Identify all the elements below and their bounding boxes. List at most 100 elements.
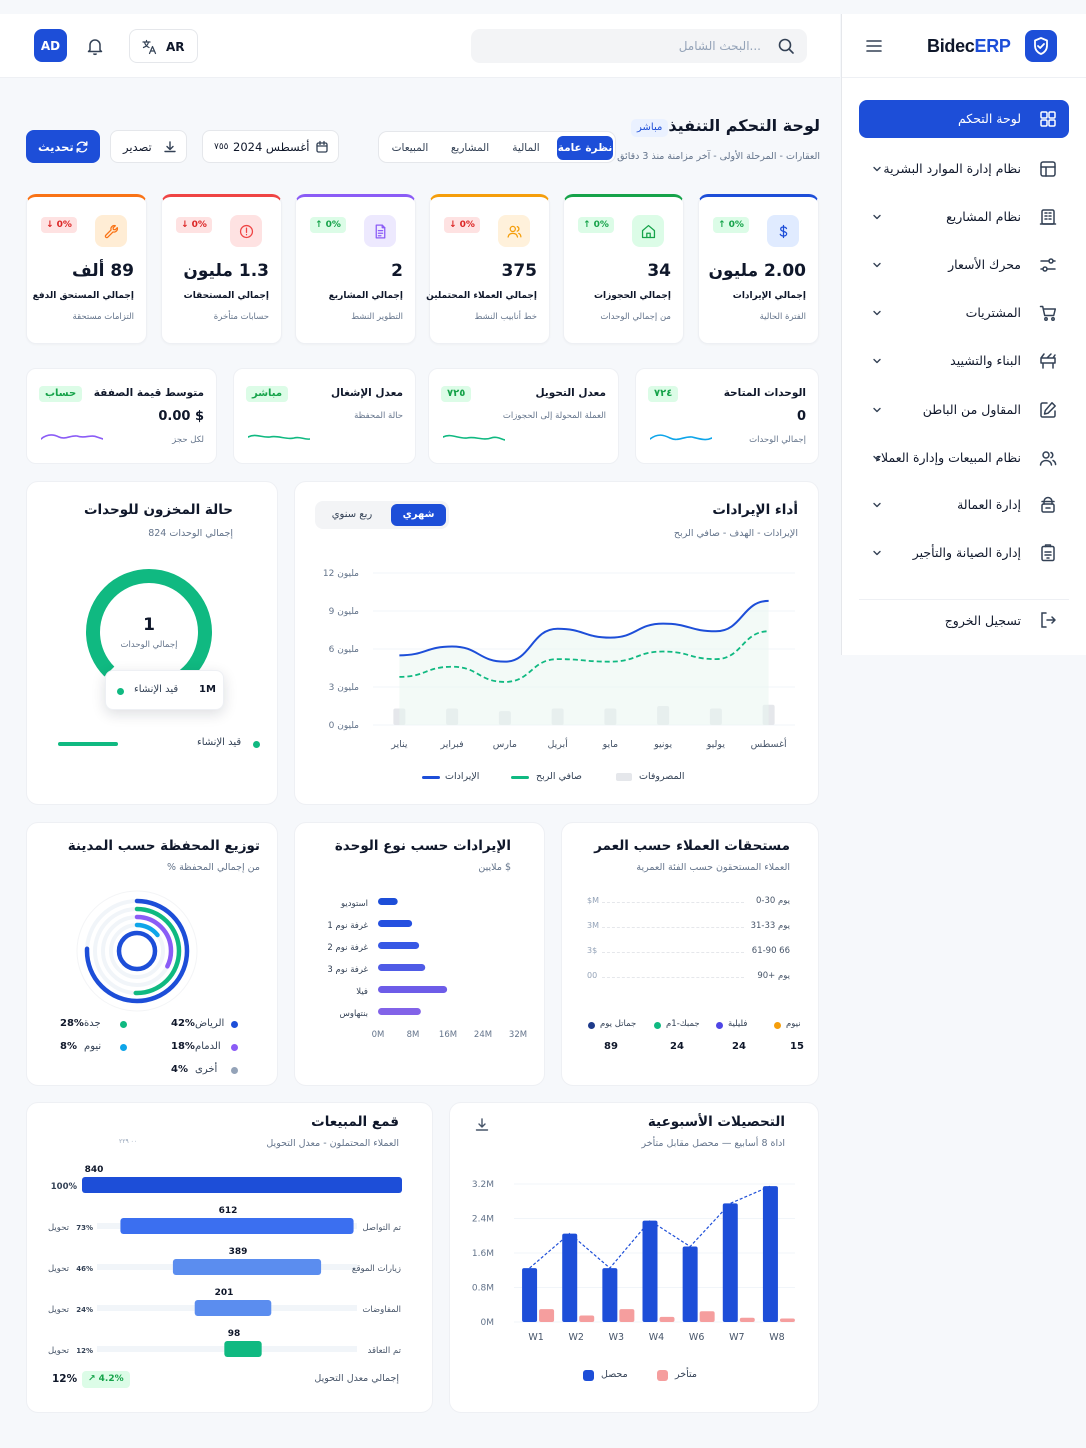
sidebar-item-8[interactable]: إدارة العمالة (859, 486, 1069, 524)
date-picker[interactable]: ٧٥٥ أغسطس 2024 (202, 130, 339, 163)
toggle-quarterly[interactable]: ربع سنوي (331, 509, 373, 520)
city-legend-dot (231, 1021, 238, 1028)
aging-row-value: $M (587, 896, 599, 905)
kpi-card[interactable]: ↑ 0% 2.00 مليون إجمالي الإيرادات الفترة الح… (698, 194, 819, 344)
bell-icon[interactable] (85, 36, 105, 56)
date-label: أغسطس 2024 (233, 140, 310, 154)
kpi-value: 2.00 مليون (708, 261, 806, 281)
tab-finance[interactable]: المالية (512, 142, 540, 154)
sidebar-item-1[interactable]: نظام إدارة الموارد البشرية (859, 150, 1069, 188)
kpi-card[interactable]: ↓ 0% 89 ألف إجمالي المستحق الدفع التزامات م… (26, 194, 147, 344)
x-tick-label: W8 (769, 1332, 784, 1343)
download-icon[interactable] (474, 1117, 490, 1133)
chevron-down-icon[interactable] (871, 547, 883, 559)
chevron-down-icon[interactable] (871, 404, 883, 416)
sidebar: BidecERP لوحة التحكم نظام إدارة الموارد ا… (841, 14, 1086, 655)
metric-card[interactable]: متوسط قيمة الصفقة حساب 0.00 $ لكل حجز (26, 368, 217, 464)
clipboard-icon (1038, 543, 1058, 563)
sidebar-item-3[interactable]: محرك الأسعار (859, 246, 1069, 284)
aging-legend-label: جماتل يوم (600, 1019, 637, 1029)
sparkline-path (650, 434, 712, 441)
chevron-down-icon[interactable] (871, 163, 883, 175)
kpi-card[interactable]: ↓ 0% 375 إجمالي العملاء المحتملين خط أنابيب… (426, 194, 550, 344)
kpi-label: إجمالي المشاريع (328, 291, 403, 301)
sidebar-item-9[interactable]: إدارة الصيانة والتأجير (859, 534, 1069, 572)
kpi-card[interactable]: ↑ 0% 2 إجمالي المشاريع التطوير النشط (295, 194, 416, 344)
aging-row-label: 0-30 يوم (755, 896, 790, 906)
metric-card[interactable]: معدل الإشغال مباشر حالة المحفظة (233, 368, 416, 464)
language-label: AR (166, 40, 185, 54)
chevron-down-icon[interactable] (871, 499, 883, 511)
logout-button[interactable]: تسجيل الخروج (859, 598, 1069, 636)
trend-badge: ↓ 0% (444, 217, 480, 233)
kpi-card[interactable]: ↑ 0% 34 إجمالي الحجوزات من إجمالي الوحدات (563, 194, 684, 344)
trend-badge: ↑ 0% (578, 217, 614, 233)
toggle-monthly[interactable]: شهري (391, 504, 446, 526)
chevron-down-icon[interactable] (871, 307, 883, 319)
kpi-card[interactable]: ↓ 0% 1.3 مليون إجمالي المستحقات حسابات متأخ… (161, 194, 282, 344)
metric-title: معدل الإشغال (331, 387, 403, 399)
menu-icon[interactable] (864, 36, 884, 56)
sidebar-item-label: محرك الأسعار (948, 257, 1021, 272)
chevron-down-icon[interactable] (871, 355, 883, 367)
kpi-label: إجمالي العملاء المحتملين (426, 291, 537, 301)
revenue-line (399, 599, 769, 663)
collected-bar (762, 1186, 778, 1322)
topbar: AD AR البحث الشامل... (0, 14, 840, 78)
kpi-label: إجمالي الحجوزات (594, 291, 671, 301)
metric-badge: ٧٢٤ (648, 386, 679, 402)
kpi-label: إجمالي المستحق الدفع (32, 291, 134, 301)
aging-card: مستحقات العملاء حسب العمر العملاء المستح… (561, 822, 819, 1086)
sidebar-item-6[interactable]: المقاول من الباطن (859, 391, 1069, 429)
inventory-card: حالة المخزون للوحدات 824 إجمالي الوحدات … (26, 481, 278, 805)
chevron-down-icon[interactable] (871, 452, 883, 464)
search-input[interactable]: البحث الشامل... (471, 29, 807, 63)
aging-gridline (602, 927, 744, 928)
avatar[interactable]: AD (34, 29, 67, 62)
revenue-title: أداء الإيرادات (712, 502, 798, 518)
cart-icon (1038, 303, 1058, 323)
sidebar-item-7[interactable]: نظام المبيعات وإدارة العملاء (859, 439, 1069, 477)
inventory-center-value: 1 (143, 615, 155, 635)
metric-card[interactable]: معدل التحويل ٧٢٥ العملة المحولة إلى الحجوز… (428, 368, 619, 464)
chevron-down-icon[interactable] (871, 211, 883, 223)
legend-profit: صافي الربح (536, 771, 582, 782)
chevron-down-icon[interactable] (871, 259, 883, 271)
unit-bar (378, 964, 426, 971)
aging-row-label: 31-33 يوم (750, 921, 790, 931)
funnel-conversion-label: تحويل (48, 1223, 70, 1233)
funnel-stage-label: زيارات الموقع (352, 1264, 401, 1274)
x-tick-label: W3 (609, 1332, 624, 1343)
legend-collected-swatch (583, 1370, 594, 1381)
refresh-button[interactable]: تحديث (26, 130, 100, 163)
category-label: بنتهاوس (340, 1009, 368, 1019)
tab-sales[interactable]: المبيعات (391, 142, 429, 154)
y-tick-label: 0.8M (472, 1284, 494, 1294)
metric-title: الوحدات المتاحة (723, 387, 806, 399)
sidebar-item-0[interactable]: لوحة التحكم (859, 100, 1069, 138)
trend-badge: ↑ 0% (713, 217, 749, 233)
sidebar-item-5[interactable]: البناء والتشييد (859, 342, 1069, 380)
y-tick-label: 12 مليون (323, 569, 359, 579)
kpi-label: إجمالي الإيرادات (732, 291, 806, 301)
language-button[interactable]: AR (129, 29, 198, 63)
x-tick-label: W6 (689, 1332, 704, 1343)
city-title: توزيع المحفظة حسب المدينة (67, 838, 260, 854)
sidebar-item-4[interactable]: المشتريات (859, 294, 1069, 332)
radial-arc (84, 898, 190, 1004)
x-tick-label: 24M (474, 1030, 492, 1040)
aging-gridline (602, 952, 744, 953)
refresh-icon (75, 140, 89, 154)
worker-icon (1038, 495, 1058, 515)
sidebar-item-2[interactable]: نظام المشاريع (859, 198, 1069, 236)
x-tick-label: يونيو (653, 739, 672, 750)
tab-overview[interactable]: نظرة عامة (557, 136, 613, 160)
metric-card[interactable]: الوحدات المتاحة ٧٢٤ 0 إجمالي الوحدات (635, 368, 819, 464)
funnel-card: قمع المبيعات العملاء المحتملون - معدل ال… (26, 1102, 433, 1413)
funnel-subtitle: العملاء المحتملون - معدل التحويل (266, 1138, 399, 1149)
metric-subtext: حالة المحفظة (354, 411, 403, 421)
export-button[interactable]: تصدير (110, 130, 187, 163)
tab-projects[interactable]: المشاريع (450, 142, 490, 154)
x-tick-label: 32M (509, 1030, 527, 1040)
city-legend-label: نيوم (84, 1041, 102, 1052)
